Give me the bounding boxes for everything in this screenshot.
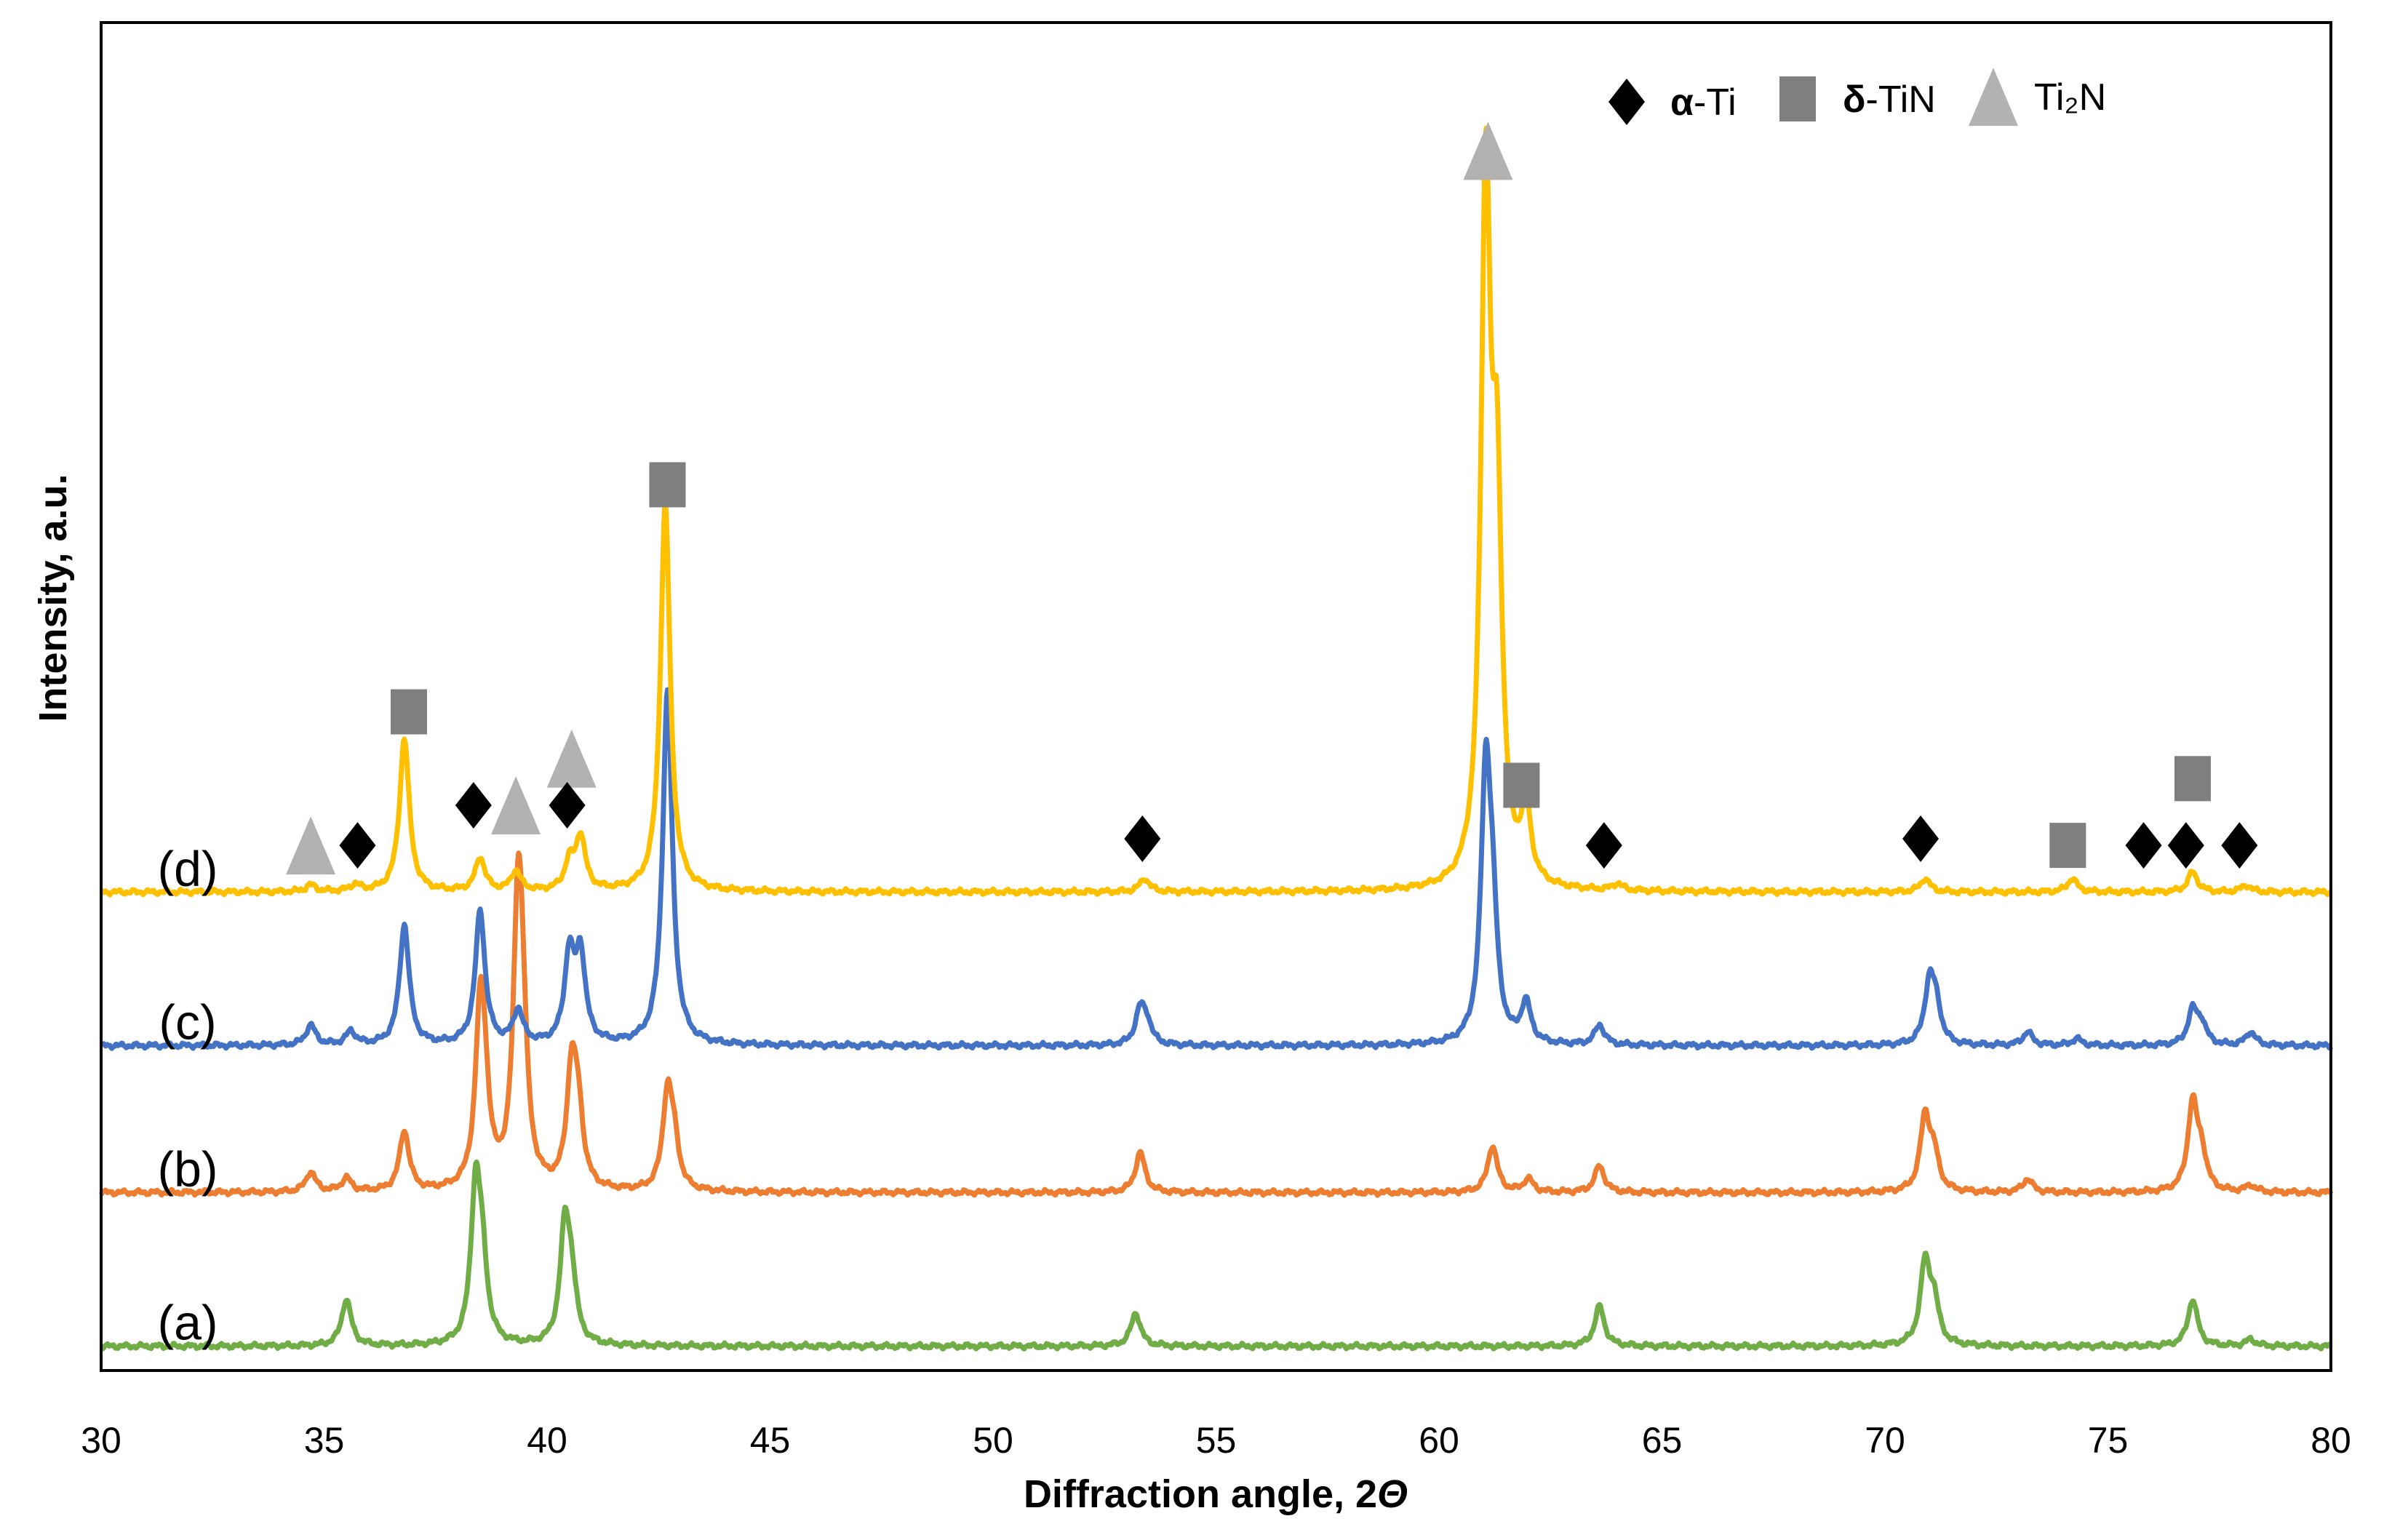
legend-entry-2: Ti₂N [2034, 76, 2106, 119]
legend-square-icon [1779, 76, 1816, 121]
series-line-d [99, 125, 2333, 898]
x-tick-label-35: 35 [304, 1420, 345, 1461]
peak-marker-diamond-1 [339, 822, 376, 869]
plot-frame [100, 21, 2332, 1372]
x-axis-title-text: Diffraction angle, 2 [1024, 1472, 1377, 1516]
legend-entry-1-label: -TiN [1866, 79, 1936, 121]
legend-entry-0: α-Ti [1670, 81, 1737, 124]
peak-marker-layer [286, 121, 2258, 875]
series-line-a [99, 1159, 2333, 1352]
legend-entry-0-prefix: α [1670, 81, 1694, 124]
curve-label-d: (d) [157, 841, 218, 896]
x-tick-label-50: 50 [973, 1420, 1013, 1461]
x-tick-label-80: 80 [2311, 1420, 2351, 1461]
series-layer [98, 125, 2334, 1352]
peak-marker-diamond-17 [2221, 822, 2258, 869]
x-tick-label-60: 60 [1419, 1420, 1459, 1461]
peak-marker-square-7 [649, 462, 686, 508]
peak-marker-square-2 [390, 689, 427, 735]
legend-triangle-icon [1969, 68, 2018, 126]
x-axis-title: Diffraction angle, 2Θ [1024, 1472, 1408, 1516]
peak-marker-triangle-0 [286, 816, 336, 875]
x-tick-label-75: 75 [2088, 1420, 2129, 1461]
peak-marker-triangle-5 [546, 729, 597, 788]
peak-marker-triangle-4 [491, 776, 541, 835]
peak-marker-square-13 [2049, 823, 2086, 869]
legend-entry-1-prefix: δ [1843, 79, 1866, 121]
series-line-b [98, 850, 2334, 1198]
peak-marker-diamond-11 [1585, 822, 1622, 869]
x-tick-label-55: 55 [1196, 1420, 1237, 1461]
x-tick-label-45: 45 [750, 1420, 791, 1461]
peak-marker-diamond-15 [2167, 822, 2204, 869]
peak-marker-square-10 [1503, 762, 1540, 808]
peak-marker-diamond-12 [1902, 815, 1940, 862]
curve-label-layer: (a) (b) (c) (d) [157, 841, 218, 1350]
series-line-c [99, 687, 2334, 1051]
peak-marker-diamond-8 [1124, 815, 1161, 862]
legend-entry-0-label: -Ti [1694, 81, 1737, 124]
curve-label-b: (b) [157, 1141, 218, 1197]
peak-marker-diamond-3 [455, 782, 492, 829]
x-tick-label-40: 40 [527, 1420, 567, 1461]
peak-marker-triangle-9 [1463, 121, 1513, 180]
x-tick-label-70: 70 [1865, 1420, 1905, 1461]
y-axis-title: Intensity, a.u. [31, 474, 75, 722]
peak-marker-diamond-14 [2125, 822, 2162, 869]
legend-diamond-icon [1608, 79, 1645, 125]
curve-label-c: (c) [159, 994, 216, 1050]
x-tick-label-layer: 30 35 40 45 50 55 60 65 70 75 80 [81, 1420, 2351, 1461]
peak-marker-diamond-6 [549, 782, 586, 829]
x-tick-label-30: 30 [81, 1420, 121, 1461]
x-axis-title-symbol: Θ [1377, 1472, 1408, 1516]
legend: α-Ti δ-TiN Ti₂N [1608, 68, 2106, 126]
legend-entry-2-label: Ti₂N [2034, 76, 2106, 119]
x-tick-label-65: 65 [1642, 1420, 1683, 1461]
peak-marker-square-16 [2174, 756, 2211, 802]
curve-label-a: (a) [157, 1296, 218, 1351]
legend-entry-1: δ-TiN [1843, 79, 1936, 121]
